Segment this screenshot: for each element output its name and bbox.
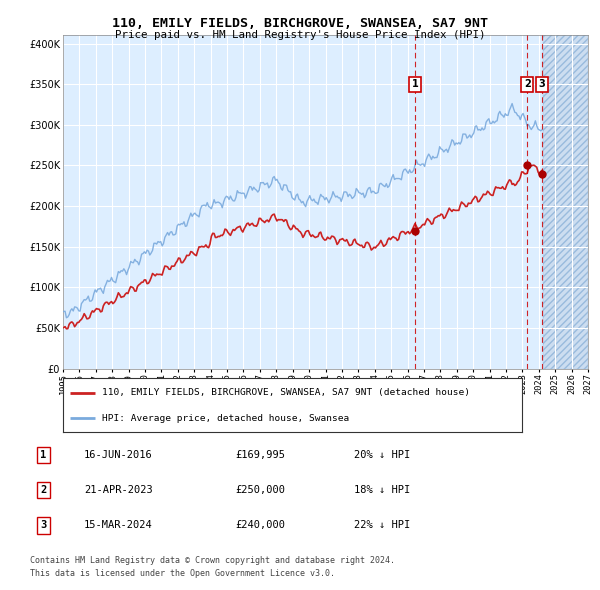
Text: 18% ↓ HPI: 18% ↓ HPI bbox=[354, 486, 410, 495]
Text: 2: 2 bbox=[40, 486, 47, 495]
Text: £169,995: £169,995 bbox=[235, 450, 285, 460]
Text: 20% ↓ HPI: 20% ↓ HPI bbox=[354, 450, 410, 460]
Text: 110, EMILY FIELDS, BIRCHGROVE, SWANSEA, SA7 9NT (detached house): 110, EMILY FIELDS, BIRCHGROVE, SWANSEA, … bbox=[102, 388, 470, 397]
Text: 1: 1 bbox=[40, 450, 47, 460]
Text: 16-JUN-2016: 16-JUN-2016 bbox=[84, 450, 153, 460]
Text: £240,000: £240,000 bbox=[235, 520, 285, 530]
Text: 110, EMILY FIELDS, BIRCHGROVE, SWANSEA, SA7 9NT: 110, EMILY FIELDS, BIRCHGROVE, SWANSEA, … bbox=[112, 17, 488, 30]
Text: Contains HM Land Registry data © Crown copyright and database right 2024.: Contains HM Land Registry data © Crown c… bbox=[30, 556, 395, 565]
Text: 15-MAR-2024: 15-MAR-2024 bbox=[84, 520, 153, 530]
Text: HPI: Average price, detached house, Swansea: HPI: Average price, detached house, Swan… bbox=[102, 414, 349, 423]
Text: This data is licensed under the Open Government Licence v3.0.: This data is licensed under the Open Gov… bbox=[30, 569, 335, 578]
Text: £250,000: £250,000 bbox=[235, 486, 285, 495]
Text: 3: 3 bbox=[539, 79, 545, 89]
Text: Price paid vs. HM Land Registry's House Price Index (HPI): Price paid vs. HM Land Registry's House … bbox=[115, 30, 485, 40]
Text: 22% ↓ HPI: 22% ↓ HPI bbox=[354, 520, 410, 530]
Text: 3: 3 bbox=[40, 520, 47, 530]
Text: 1: 1 bbox=[412, 79, 418, 89]
Text: 21-APR-2023: 21-APR-2023 bbox=[84, 486, 153, 495]
Text: 2: 2 bbox=[524, 79, 530, 89]
